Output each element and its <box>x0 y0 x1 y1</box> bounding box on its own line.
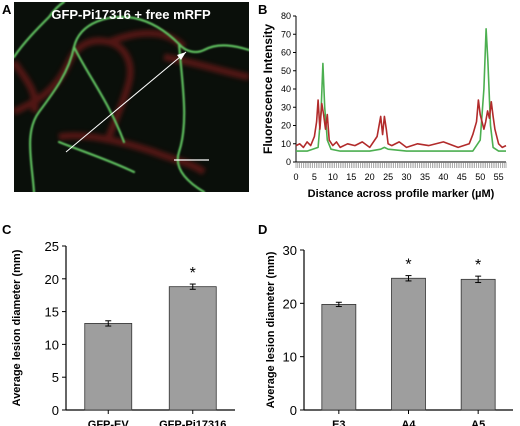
y-tick-label: 10 <box>283 350 297 365</box>
y-tick-label: 20 <box>45 272 59 287</box>
significance-star: * <box>475 257 481 274</box>
x-tick-label: 5 <box>312 172 317 182</box>
category-label: A4 <box>401 419 416 426</box>
x-tick-label: 10 <box>328 172 338 182</box>
y-tick-label: 0 <box>52 403 59 418</box>
y-tick-label: 40 <box>281 84 291 94</box>
x-axis-label: Distance across profile marker (µM) <box>308 188 495 200</box>
panel-letter-a: A <box>2 2 12 17</box>
lesion-bar-chart-c: 0 5 10 15 20 25 GFP-EV * GFP-Pi17316 Average lesi… <box>11 239 235 426</box>
significance-star: * <box>405 257 411 274</box>
y-tick-label: 80 <box>281 11 291 21</box>
y-tick-label: 20 <box>281 121 291 131</box>
y-axis-label: Average lesion diameter (mm) <box>11 249 23 406</box>
series-line-0 <box>296 27 506 152</box>
y-tick-label: 25 <box>45 239 59 254</box>
category-label: GFP-Pi17316 <box>159 419 226 426</box>
category-label: GFP-EV <box>88 419 130 426</box>
y-tick-label: 30 <box>281 102 291 112</box>
x-tick-label: 45 <box>457 172 467 182</box>
x-tick-label: 30 <box>402 172 412 182</box>
x-tick-label: 20 <box>365 172 375 182</box>
micrograph-label: GFP-Pi17316 + free mRFP <box>51 7 211 22</box>
x-tick-label: 40 <box>438 172 448 182</box>
series-line-1 <box>295 99 507 149</box>
bar <box>321 304 357 411</box>
x-tick-label: 35 <box>420 172 430 182</box>
y-tick-label: 60 <box>281 48 291 58</box>
y-axis-label: Average lesion diameter (mm) <box>265 251 277 408</box>
lesion-bar-chart-d: 0 10 20 30 E3 * A4 * A5 Average lesion diameter (… <box>265 243 513 426</box>
y-tick-label: 10 <box>45 337 59 352</box>
y-tick-label: 70 <box>281 29 291 39</box>
x-tick-label: 50 <box>475 172 485 182</box>
panel-letter-c: C <box>2 222 12 237</box>
x-tick-label: 0 <box>293 172 298 182</box>
significance-star: * <box>190 265 196 282</box>
bar <box>84 323 133 411</box>
x-tick-label: 55 <box>494 172 504 182</box>
bar <box>391 277 426 411</box>
fluorescence-line-chart: 0 10 20 30 40 50 60 70 80 0 5 10 15 20 25 30 35 40 45 50 55 D… <box>261 11 507 200</box>
category-label: E3 <box>332 419 345 426</box>
y-tick-label: 20 <box>283 296 297 311</box>
y-axis-label: Fluorescence Intensity <box>261 24 275 154</box>
category-label: A5 <box>471 419 485 426</box>
y-tick-label: 15 <box>45 305 59 320</box>
y-tick-label: 30 <box>283 243 297 258</box>
bar <box>460 278 496 411</box>
y-tick-label: 5 <box>52 370 59 385</box>
bar <box>168 286 217 411</box>
micrograph-image: GFP-Pi17316 + free mRFP <box>14 2 249 192</box>
y-tick-label: 50 <box>281 66 291 76</box>
y-tick-label: 10 <box>281 139 291 149</box>
x-tick-label: 25 <box>383 172 393 182</box>
x-tick-label: 15 <box>346 172 356 182</box>
panel-letter-d: D <box>258 222 268 237</box>
y-tick-label: 0 <box>290 403 297 418</box>
panel-letter-b: B <box>258 2 268 17</box>
y-tick-label: 0 <box>286 157 291 167</box>
